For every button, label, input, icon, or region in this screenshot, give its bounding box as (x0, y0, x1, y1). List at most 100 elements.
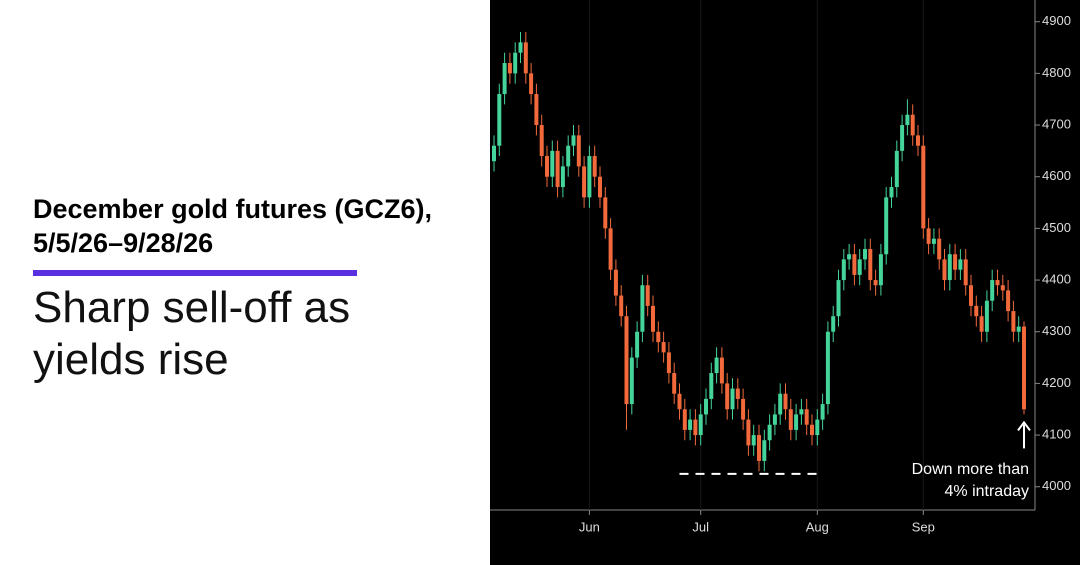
y-tick-label: 4100 (1042, 427, 1071, 442)
candle-body (534, 94, 539, 126)
candle-body (841, 259, 846, 281)
candle-body (545, 156, 549, 177)
candle-body (820, 404, 825, 420)
candle-body (953, 254, 958, 270)
candle-body (656, 331, 661, 343)
candle-body (741, 398, 746, 420)
candle-body (878, 254, 883, 286)
candle-body (831, 316, 836, 332)
candle-body (1016, 326, 1021, 332)
candle-body (619, 295, 624, 317)
candle-body (624, 316, 629, 405)
candle-body (714, 357, 719, 374)
candle-body (762, 440, 767, 461)
candle-body (884, 197, 889, 255)
candle-body (947, 254, 952, 281)
candle-body (757, 435, 761, 461)
y-tick-label: 4000 (1042, 478, 1071, 493)
candle-body (974, 305, 979, 317)
chart-subtitle: Sharp sell-off as yields rise (33, 283, 351, 384)
candle-body (523, 42, 528, 74)
candle-body (725, 383, 730, 410)
candle-body (926, 228, 931, 244)
candle-body (592, 156, 597, 177)
candle-body (746, 419, 751, 446)
candle-body (497, 94, 502, 146)
candle-body (767, 424, 772, 441)
annotation: 4% intraday (945, 483, 1030, 500)
candle-body (613, 269, 618, 296)
candle-body (677, 393, 682, 410)
candle-body (582, 166, 587, 198)
candle-body (661, 342, 666, 353)
x-tick-label: Jun (579, 519, 600, 534)
candle-body (666, 352, 671, 374)
candle-body (852, 254, 857, 275)
y-tick-label: 4900 (1042, 13, 1071, 28)
candle-body (1000, 285, 1005, 291)
candle-body (672, 373, 677, 394)
candle-body (810, 424, 814, 436)
y-tick-label: 4200 (1042, 375, 1071, 390)
candle-body (916, 135, 920, 146)
candle-body (847, 254, 852, 260)
candle-body (693, 419, 698, 436)
candle-body (635, 331, 640, 358)
candle-body (995, 280, 1000, 286)
candle-body (1006, 290, 1011, 312)
candle-body (529, 73, 534, 95)
candle-body (730, 388, 735, 410)
candle-body (931, 238, 936, 244)
candle-body (937, 238, 942, 260)
candle-body (788, 409, 793, 430)
candle-body (560, 166, 565, 188)
y-tick-label: 4700 (1042, 116, 1071, 131)
candle-body (900, 125, 905, 151)
y-tick-label: 4500 (1042, 220, 1071, 235)
candle-body (772, 414, 777, 425)
candle-body (566, 145, 571, 167)
candle-body (969, 285, 973, 306)
candle-body (905, 114, 910, 126)
candle-body (492, 145, 496, 162)
candle-body (990, 280, 995, 301)
candle-body (598, 176, 602, 198)
y-tick-label: 4800 (1042, 65, 1071, 80)
candle-body (603, 197, 608, 229)
x-tick-label: Sep (912, 519, 935, 534)
candle-body (942, 259, 947, 281)
candle-body (873, 280, 878, 286)
candle-body (550, 150, 555, 177)
candle-body (576, 135, 581, 167)
candle-body (502, 63, 507, 95)
chart-title: December gold futures (GCZ6), 5/5/26–9/2… (33, 194, 433, 258)
candle-body (709, 373, 714, 399)
candle-body (804, 409, 809, 425)
candle-body (889, 187, 894, 198)
candle-body (688, 419, 693, 430)
candle-body (587, 156, 592, 198)
candle-body (836, 280, 841, 317)
candle-body (555, 150, 560, 188)
y-tick-label: 4600 (1042, 168, 1071, 183)
candle-body (719, 357, 724, 384)
candle-body (799, 409, 804, 415)
y-tick-label: 4300 (1042, 323, 1071, 338)
accent-bar (33, 270, 357, 276)
candle-body (958, 259, 963, 270)
candle-body (682, 409, 687, 430)
chart-background (490, 0, 1080, 565)
y-tick-label: 4400 (1042, 271, 1071, 286)
annotation-arrowhead (1017, 420, 1031, 432)
candle-body (857, 259, 862, 275)
candle-body (704, 398, 708, 415)
candle-body (751, 435, 756, 446)
candle-body (894, 150, 899, 188)
candle-body (1022, 326, 1026, 410)
candle-body (815, 419, 820, 436)
candle-body (513, 52, 518, 74)
candle-body (868, 249, 873, 281)
candle-body (608, 228, 613, 270)
candle-body (863, 249, 867, 260)
